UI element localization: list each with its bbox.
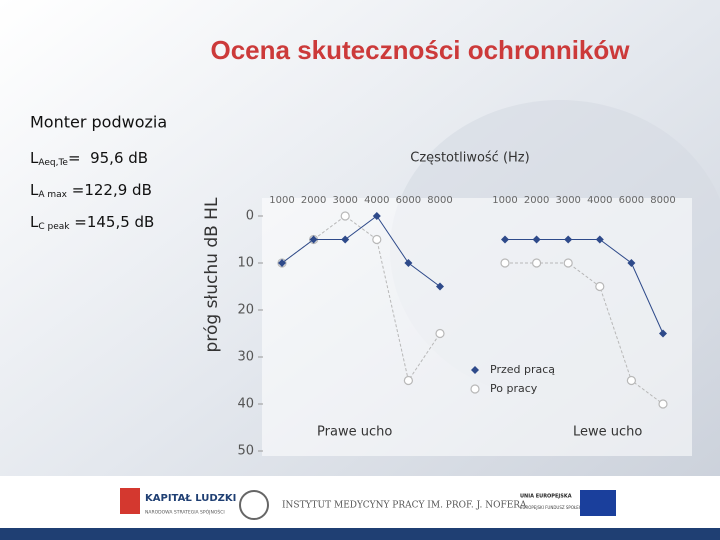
measure-value: =145,5 dB <box>69 213 154 231</box>
x-axis-label: Częstotliwość (Hz) <box>410 151 529 166</box>
measure-symbol: L <box>30 213 39 231</box>
x-tick-label: 3000 <box>332 195 357 206</box>
logo3-text: UNIA EUROPEJSKA <box>520 494 572 500</box>
panel-label: Lewe ucho <box>573 425 642 440</box>
measure-sub: C peak <box>38 222 70 232</box>
measure: LA max =122,9 dB <box>30 181 152 200</box>
logo1-text: KAPITAŁ LUDZKI <box>145 493 236 504</box>
point <box>436 282 444 291</box>
measure-value: = 95,6 dB <box>68 149 148 167</box>
x-tick-label: 2000 <box>301 195 326 206</box>
audiogram: 0 10 20 30 40 50 1000 2000 3000 4000 6000 8000 Prawe… <box>237 195 675 459</box>
measure-sub: Aeq,Te <box>38 158 68 168</box>
series-line <box>281 215 441 287</box>
point <box>626 375 637 386</box>
point <box>563 258 573 268</box>
point <box>470 384 480 394</box>
x-tick-label: 3000 <box>555 195 580 206</box>
point <box>658 399 668 409</box>
x-tick-label: 1000 <box>492 195 517 206</box>
point <box>471 366 479 374</box>
y-tick-label: 50 <box>237 444 254 459</box>
point <box>564 235 573 244</box>
logo1-icon <box>120 488 140 514</box>
x-tick-label: 4000 <box>587 195 612 206</box>
y-axis-label: próg słuchu dB HL <box>202 197 222 352</box>
subtitle: Monter podwozia <box>30 113 167 132</box>
x-tick-label: 8000 <box>427 195 452 206</box>
point <box>372 234 382 245</box>
legend-label: Przed pracą <box>490 363 555 376</box>
point <box>435 328 445 339</box>
point <box>403 375 413 386</box>
x-tick-label: 2000 <box>524 195 549 206</box>
logo2-icon <box>239 490 269 520</box>
measure: LAeq,Te= 95,6 dB <box>30 149 148 168</box>
point <box>404 259 413 267</box>
point <box>341 235 350 244</box>
point <box>501 235 509 244</box>
slide-title: Ocena skuteczności ochronników <box>211 35 631 65</box>
point <box>500 258 510 268</box>
logo1-subtext: NARODOWA STRATEGIA SPÓJNOŚCI <box>145 509 225 516</box>
measure-symbol: L <box>30 149 39 167</box>
logo3-subtext: EUROPEJSKI FUNDUSZ SPOŁECZNY <box>520 505 590 510</box>
y-tick-label: 40 <box>237 397 254 412</box>
x-tick-label: 6000 <box>396 195 421 206</box>
point <box>372 212 381 220</box>
eu-flag <box>580 490 616 516</box>
legend-label: Po pracy <box>490 382 538 395</box>
plot-area <box>262 198 692 456</box>
bottom-bar <box>0 528 720 540</box>
series-line <box>505 262 664 405</box>
point <box>627 259 636 267</box>
point <box>309 235 318 244</box>
series-line <box>505 239 664 334</box>
x-tick-label: 1000 <box>269 195 294 206</box>
point <box>531 258 542 268</box>
y-tick-label: 30 <box>237 350 254 365</box>
x-tick-label: 8000 <box>650 195 675 206</box>
y-tick-label: 20 <box>237 303 254 318</box>
point <box>659 329 667 338</box>
panel-label: Prawe ucho <box>317 425 392 440</box>
measure-sub: A max <box>38 190 67 200</box>
logo2-text: INSTYTUT MEDYCYNY PRACY IM. PROF. J. NOF… <box>282 501 527 511</box>
measure: LC peak =145,5 dB <box>30 213 154 232</box>
point <box>278 259 286 267</box>
x-tick-label: 6000 <box>619 195 644 206</box>
point <box>532 235 541 244</box>
measure-symbol: L <box>30 181 39 199</box>
y-tick-label: 0 <box>246 209 254 224</box>
x-tick-label: 4000 <box>364 195 389 206</box>
point <box>595 281 605 292</box>
point <box>340 211 350 221</box>
measure-value: =122,9 dB <box>67 181 152 199</box>
y-tick-label: 10 <box>237 256 254 271</box>
point <box>595 235 604 244</box>
